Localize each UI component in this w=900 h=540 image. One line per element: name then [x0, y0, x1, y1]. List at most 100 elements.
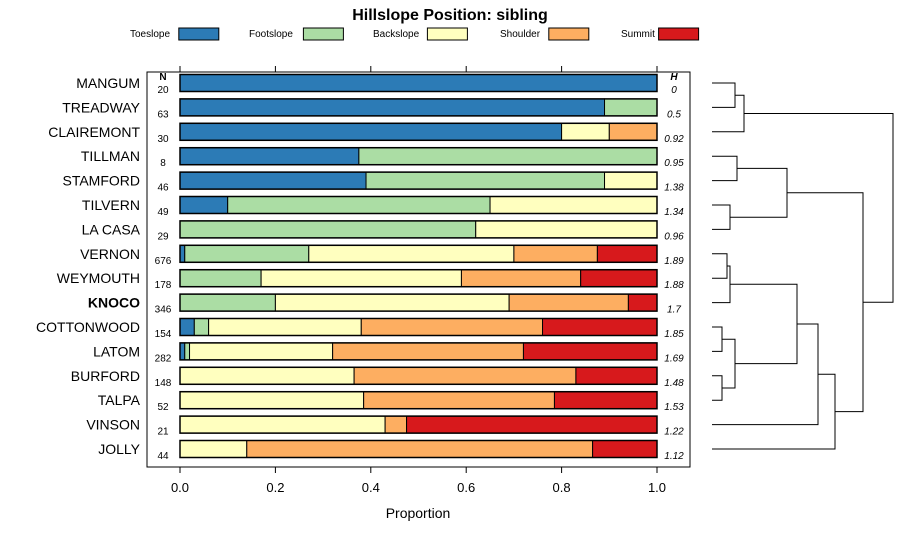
legend-label-shoulder: Shoulder	[500, 29, 541, 40]
bar-tillman	[179, 146, 658, 166]
bar-outline-cottonwood	[179, 317, 658, 337]
legend-label-footslope: Footslope	[249, 29, 293, 40]
h-value-mangum: 0	[671, 85, 677, 96]
h-value-vinson: 1.22	[664, 427, 684, 438]
row-label-knoco: KNOCO	[88, 295, 140, 311]
x-tick-label: 0.4	[362, 480, 380, 495]
bar-segment-tilvern-backslope	[489, 196, 658, 214]
bar-latom	[179, 342, 658, 361]
bar-outline-vernon	[179, 244, 658, 264]
x-axis: 0.0 0.2 0.4 0.6 0.8 1.0	[171, 66, 666, 495]
entropy-labels: 0 0.5 0.92 0.95 1.38 1.34 0.96 1.89 1.88 1.7 1.85 1…	[664, 85, 684, 462]
bar-outline-clairemont	[179, 122, 658, 142]
bar-burford	[179, 366, 658, 386]
legend-swatch-footslope	[302, 27, 344, 41]
bar-segment-la-casa-footslope	[179, 220, 477, 239]
h-value-knoco: 1.7	[667, 305, 681, 316]
bar-vernon	[179, 244, 658, 264]
h-value-burford: 1.48	[664, 378, 684, 389]
n-value-knoco: 346	[155, 305, 172, 316]
h-value-stamford: 1.38	[664, 183, 684, 194]
n-value-treadway: 63	[157, 109, 169, 120]
bar-jolly	[179, 439, 658, 459]
bar-segment-cottonwood-toeslope	[179, 318, 195, 336]
h-value-vernon: 1.89	[664, 256, 684, 267]
h-value-cottonwood: 1.85	[664, 329, 684, 340]
bar-segment-cottonwood-footslope	[193, 318, 210, 336]
x-tick-label: 0.6	[457, 480, 475, 495]
dendrogram-link	[712, 204, 731, 230]
bar-outline-weymouth	[179, 268, 658, 288]
bar-cottonwood	[179, 317, 658, 337]
bar-outline-vinson	[179, 415, 658, 434]
bar-segment-talpa-backslope	[179, 391, 365, 410]
bar-segment-knoco-shoulder	[508, 293, 629, 312]
n-value-talpa: 52	[157, 402, 169, 413]
legend-label-toeslope: Toeslope	[130, 29, 170, 40]
bar-segment-weymouth-shoulder	[460, 269, 582, 288]
bar-outline-treadway	[179, 98, 658, 117]
bar-segment-clairemont-backslope	[561, 122, 610, 141]
dendrogram-link	[722, 338, 736, 389]
n-value-clairemont: 30	[157, 134, 169, 145]
row-label-tillman: TILLMAN	[81, 148, 140, 164]
bar-segment-vernon-summit	[596, 244, 658, 263]
row-label-burford: BURFORD	[71, 368, 140, 384]
row-label-stamford: STAMFORD	[62, 173, 140, 189]
dendrogram-link	[730, 167, 788, 218]
bar-segment-treadway-toeslope	[179, 98, 606, 117]
bar-segment-burford-backslope	[179, 366, 355, 385]
row-label-mangum: MANGUM	[76, 75, 140, 91]
bar-segment-stamford-backslope	[604, 171, 658, 190]
bar-segment-tilvern-toeslope	[179, 196, 229, 214]
row-label-weymouth: WEYMOUTH	[57, 270, 140, 286]
n-value-weymouth: 178	[155, 280, 172, 291]
legend-swatch-toeslope	[178, 27, 220, 41]
h-value-treadway: 0.5	[667, 109, 681, 120]
bar-segment-knoco-footslope	[179, 293, 276, 312]
n-value-vernon: 676	[155, 256, 172, 267]
bar-outline-stamford	[179, 171, 658, 190]
n-value-cottonwood: 154	[155, 329, 172, 340]
bar-segment-talpa-summit	[553, 391, 658, 410]
bar-segment-la-casa-backslope	[475, 220, 658, 239]
n-value-jolly: 44	[157, 451, 169, 462]
bar-segment-clairemont-toeslope	[179, 122, 563, 141]
dendrogram-link	[744, 113, 894, 303]
bar-outline-latom	[179, 342, 658, 361]
row-label-treadway: TREADWAY	[62, 99, 140, 115]
bar-segment-talpa-shoulder	[363, 391, 555, 410]
bar-segment-weymouth-backslope	[260, 269, 462, 288]
legend-swatch-summit	[658, 27, 700, 41]
bars	[179, 73, 658, 459]
dendrogram-link	[787, 192, 864, 413]
bar-knoco	[179, 293, 658, 312]
row-label-vinson: VINSON	[86, 417, 140, 433]
x-axis-label: Proportion	[386, 505, 451, 521]
bar-segment-mangum-toeslope	[179, 74, 658, 92]
row-label-cottonwood: COTTONWOOD	[36, 319, 140, 335]
bar-mangum	[179, 73, 658, 93]
bar-segment-clairemont-shoulder	[608, 122, 658, 141]
bar-segment-weymouth-footslope	[179, 269, 262, 288]
bar-outline-la-casa	[179, 220, 658, 239]
bar-segment-stamford-toeslope	[179, 171, 367, 190]
legend: Toeslope Footslope Backslope Shoulder Summit	[130, 27, 700, 41]
row-label-la-casa: LA CASA	[82, 221, 141, 237]
bar-segment-vinson-backslope	[179, 415, 386, 434]
n-value-burford: 148	[155, 378, 172, 389]
row-label-tilvern: TILVERN	[82, 197, 140, 213]
x-tick-label: 1.0	[648, 480, 666, 495]
dendrogram-link	[712, 326, 723, 352]
h-value-weymouth: 1.88	[664, 280, 684, 291]
bar-segment-vinson-summit	[406, 415, 658, 434]
bar-outline-tillman	[179, 146, 658, 166]
bar-segment-tillman-toeslope	[179, 147, 360, 166]
legend-label-backslope: Backslope	[373, 29, 420, 40]
bar-outline-jolly	[179, 439, 658, 459]
bar-segment-burford-shoulder	[353, 366, 577, 385]
bar-segment-tillman-footslope	[358, 147, 658, 166]
chart-title: Hillslope Position: sibling	[352, 7, 548, 24]
legend-swatch-backslope	[426, 27, 468, 41]
bar-segment-jolly-backslope	[179, 440, 248, 458]
